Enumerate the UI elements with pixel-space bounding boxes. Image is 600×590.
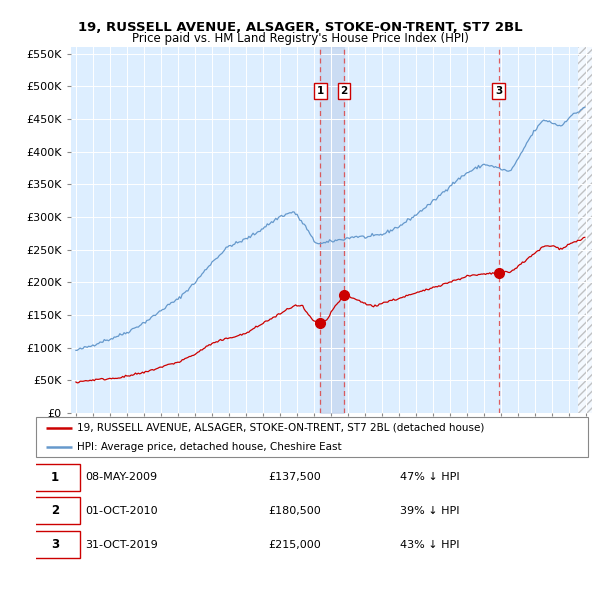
- FancyBboxPatch shape: [29, 497, 80, 525]
- Text: 1: 1: [317, 86, 324, 96]
- Text: 1: 1: [51, 471, 59, 484]
- Text: 3: 3: [51, 538, 59, 551]
- Text: 39% ↓ HPI: 39% ↓ HPI: [400, 506, 460, 516]
- Text: 19, RUSSELL AVENUE, ALSAGER, STOKE-ON-TRENT, ST7 2BL (detached house): 19, RUSSELL AVENUE, ALSAGER, STOKE-ON-TR…: [77, 423, 485, 433]
- Text: 31-OCT-2019: 31-OCT-2019: [86, 540, 158, 549]
- Text: 01-OCT-2010: 01-OCT-2010: [86, 506, 158, 516]
- Text: Price paid vs. HM Land Registry's House Price Index (HPI): Price paid vs. HM Land Registry's House …: [131, 32, 469, 45]
- Text: HPI: Average price, detached house, Cheshire East: HPI: Average price, detached house, Ches…: [77, 442, 342, 452]
- Bar: [578, 47, 592, 413]
- Text: 47% ↓ HPI: 47% ↓ HPI: [400, 473, 460, 482]
- Text: 19, RUSSELL AVENUE, ALSAGER, STOKE-ON-TRENT, ST7 2BL: 19, RUSSELL AVENUE, ALSAGER, STOKE-ON-TR…: [77, 21, 523, 34]
- Text: £180,500: £180,500: [268, 506, 320, 516]
- Text: £215,000: £215,000: [268, 540, 320, 549]
- FancyBboxPatch shape: [29, 464, 80, 491]
- Text: £137,500: £137,500: [268, 473, 320, 482]
- FancyBboxPatch shape: [36, 417, 588, 457]
- FancyBboxPatch shape: [29, 531, 80, 558]
- Text: 08-MAY-2009: 08-MAY-2009: [86, 473, 158, 482]
- Text: 2: 2: [340, 86, 347, 96]
- Text: 3: 3: [495, 86, 502, 96]
- Text: 2: 2: [51, 504, 59, 517]
- Text: 43% ↓ HPI: 43% ↓ HPI: [400, 540, 460, 549]
